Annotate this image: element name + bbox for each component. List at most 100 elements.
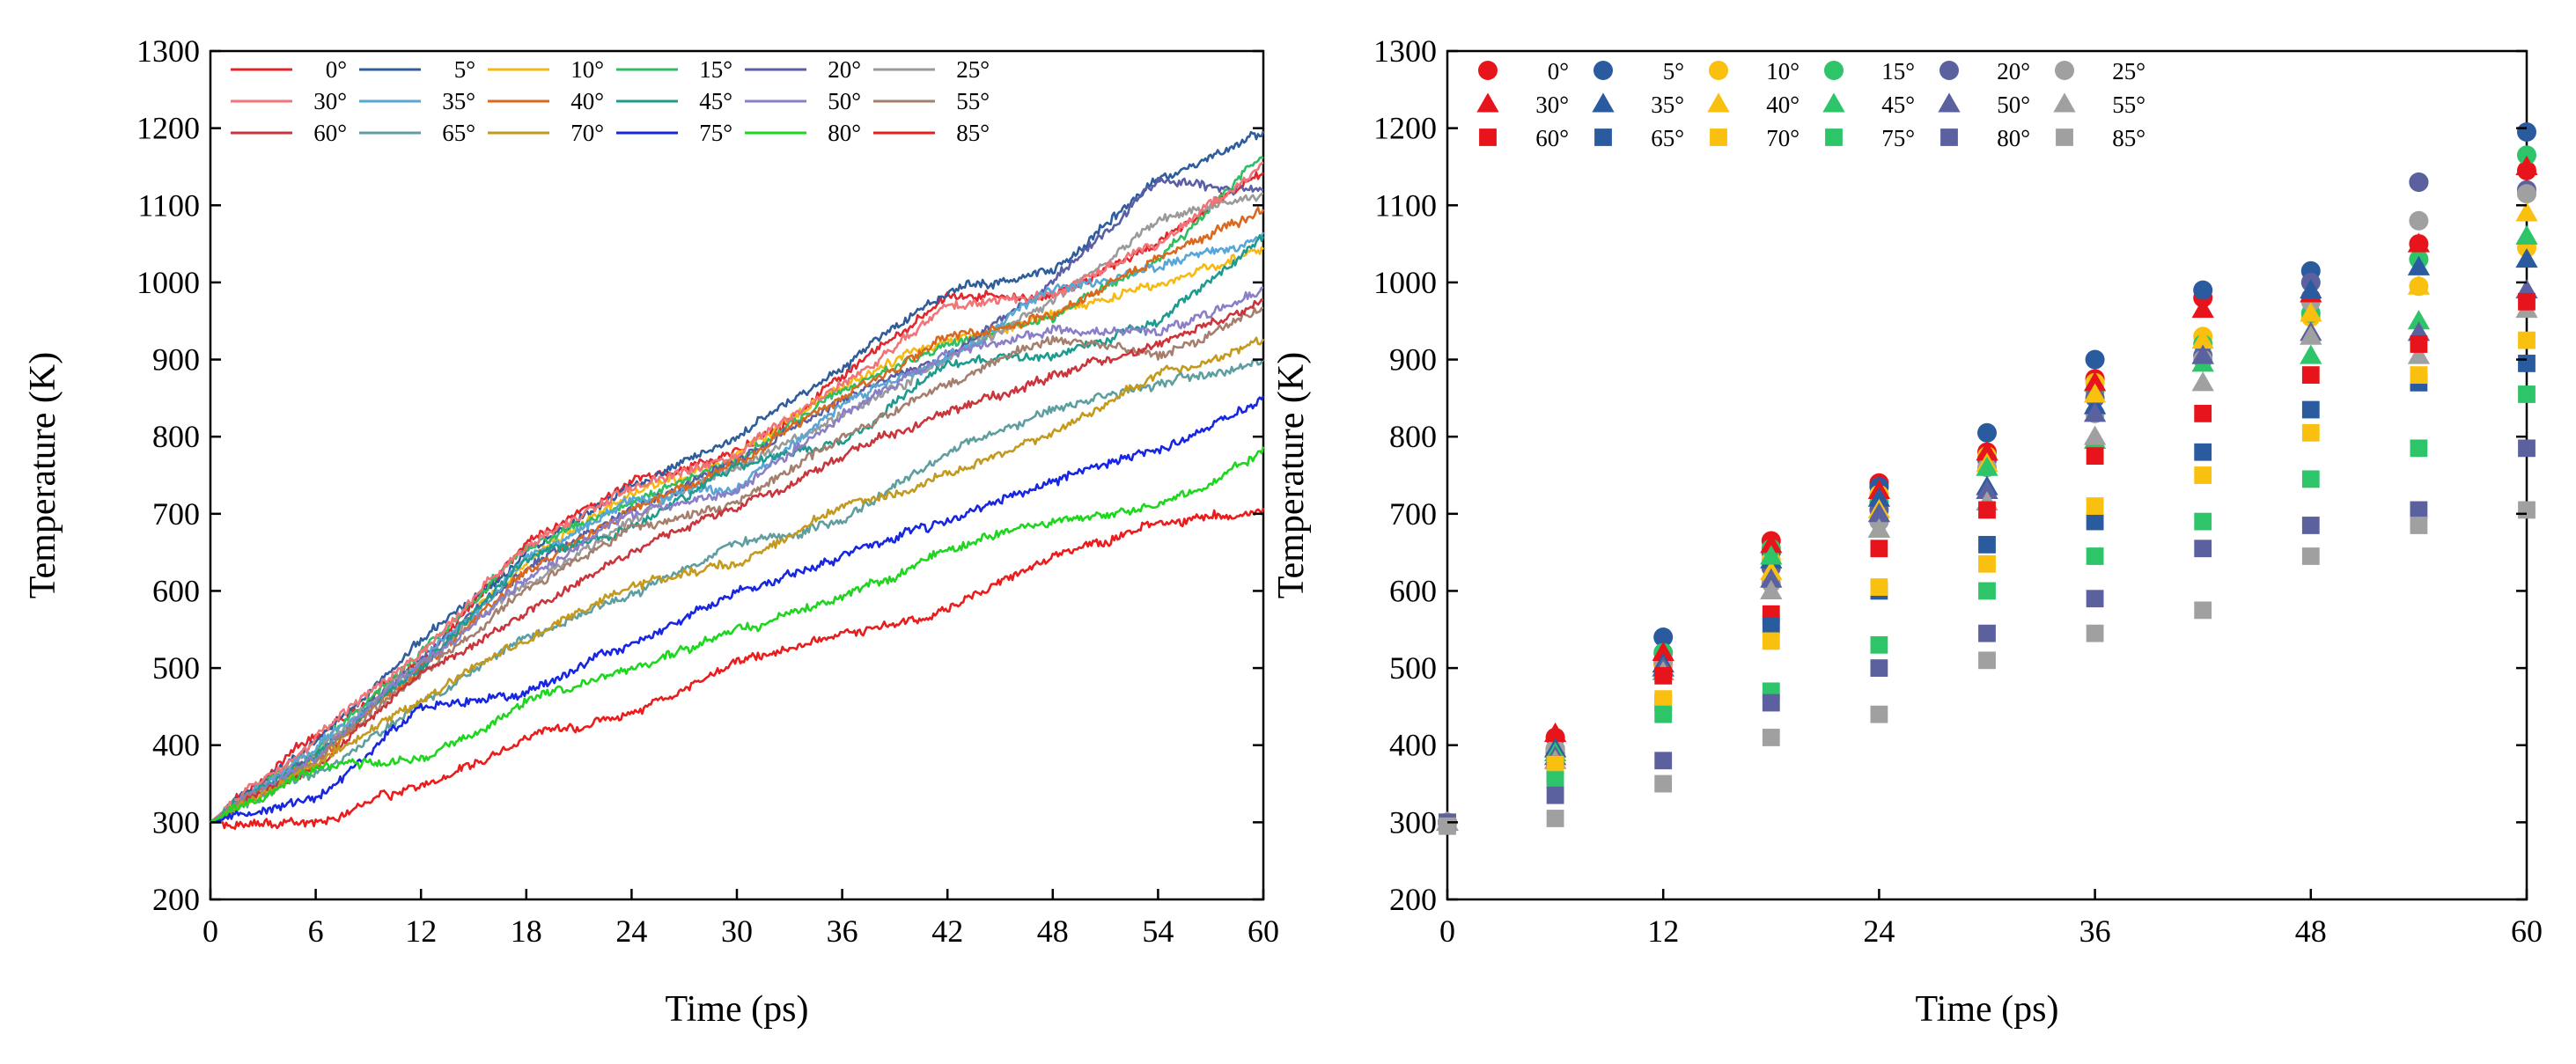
point-75 [2301,470,2320,488]
x-tick-label: 18 [511,914,542,949]
y-tick-label: 400 [152,728,200,763]
point-60 [2194,404,2212,422]
legend-label-15: 15° [699,56,732,83]
x-tick-label: 42 [931,914,963,949]
point-85 [2194,601,2212,620]
series-line-85 [210,507,1265,830]
legend-marker-10 [1709,61,1728,80]
point-45 [2407,310,2431,330]
point-40 [2515,202,2538,222]
point-70 [2410,366,2428,384]
legend-label-0: 0° [326,56,347,83]
y-tick-label: 800 [152,419,200,454]
point-70 [2301,423,2320,442]
x-tick-label: 48 [2295,914,2327,949]
point-80 [2410,501,2428,519]
legend-marker-60 [1479,128,1497,146]
point-45 [1976,456,1998,476]
point-35 [2300,279,2322,299]
ticks-layer: 2003004005006007008009001000110012001300… [136,33,1279,949]
scatter-chart-panel: 2003004005006007008009001000110012001300… [1271,33,2543,1030]
series-line-65 [210,358,1265,824]
point-80 [2518,439,2536,458]
point-80 [2194,539,2212,558]
y-tick-label: 1100 [1374,187,1437,223]
point-75 [1546,771,1564,789]
legend-label-45: 45° [1881,92,1915,118]
point-75 [2194,512,2212,531]
y-tick-label: 600 [1389,573,1437,608]
point-65 [2194,443,2212,461]
y-tick-label: 900 [1389,342,1437,378]
legend-label-30: 30° [313,88,347,114]
legend-label-20: 20° [1997,58,2030,84]
y-tick-label: 1200 [1373,111,1437,146]
series-line-10 [210,246,1265,824]
point-50 [1760,568,1783,588]
point-85 [2410,517,2428,534]
point-70 [2194,466,2212,484]
point-30 [1652,641,1674,662]
series-line-50 [210,286,1264,824]
point-50 [2191,344,2214,364]
legend-label-60: 60° [313,120,347,146]
point-60 [2518,292,2536,311]
point-60 [1654,666,1673,685]
x-tick-label: 0 [202,914,218,949]
legend-marker-40 [1707,92,1730,113]
point-80 [2086,590,2104,608]
point-30 [2407,232,2431,253]
legend-marker-5 [1593,61,1613,80]
y-tick-label: 700 [152,496,200,532]
series-line-80 [210,446,1265,824]
legend-label-80: 80° [1997,125,2030,151]
point-60 [2086,447,2104,465]
point-85 [1546,810,1564,827]
y-tick-label: 300 [1389,804,1437,840]
point-55 [2407,344,2431,364]
y-tick-label: 600 [152,573,200,608]
y-tick-label: 1300 [136,33,200,69]
x-tick-label: 0 [1439,914,1455,949]
y-tick-label: 1000 [1373,265,1437,300]
point-85 [1762,729,1780,746]
point-70 [1546,755,1564,774]
legend-label-85: 85° [2112,125,2145,151]
point-85 [1978,651,1996,670]
point-80 [1978,624,1996,642]
point-60 [1978,501,1996,519]
point-35 [2407,255,2431,275]
point-35 [1867,487,1891,507]
legend-label-5: 5° [1663,58,1684,84]
legend-marker-45 [1822,92,1845,113]
series-line-45 [210,234,1265,824]
point-25 [2409,210,2429,231]
y-tick-label: 1000 [136,265,200,300]
point-55 [2191,371,2214,392]
point-40 [2191,328,2214,349]
point-45 [2300,344,2322,364]
point-70 [2086,497,2104,515]
legend-label-55: 55° [2112,92,2145,118]
legend-label-20: 20° [828,56,861,83]
point-60 [1870,539,1888,558]
series-line-55 [210,306,1264,824]
legend-label-45: 45° [699,88,732,114]
point-75 [2518,385,2536,403]
legend-label-65: 65° [442,120,475,146]
legend-marker-25 [2055,61,2074,80]
point-85 [1870,705,1888,723]
y-tick-label: 1200 [136,111,200,146]
y-tick-label: 1300 [1373,33,1437,69]
point-85 [1439,817,1456,835]
y-tick-label: 900 [152,342,200,378]
x-tick-label: 6 [308,914,324,949]
y-tick-label: 500 [1389,650,1437,686]
legend-marker-65 [1594,128,1612,146]
ticks-layer: 2003004005006007008009001000110012001300… [1373,33,2543,949]
point-70 [1654,690,1673,708]
point-75 [1978,582,1996,600]
series-line-30 [210,161,1264,824]
point-55 [2300,325,2322,345]
point-85 [2301,547,2320,565]
